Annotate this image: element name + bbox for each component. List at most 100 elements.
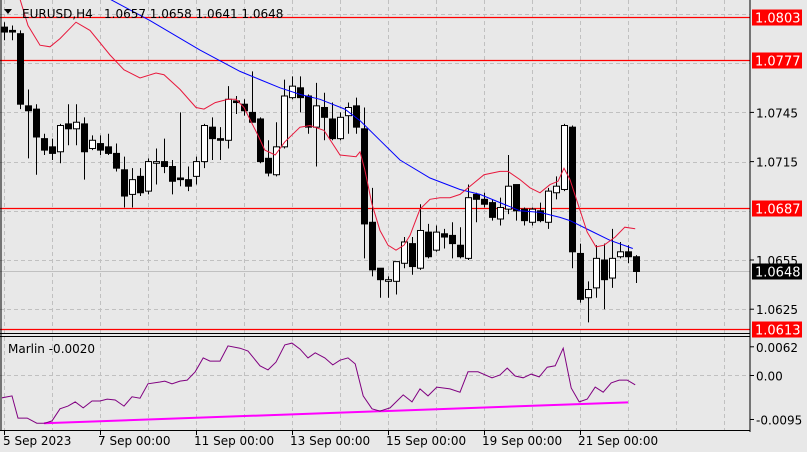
bear-candle <box>441 233 448 238</box>
bear-candle <box>17 33 24 105</box>
bear-candle <box>209 126 216 140</box>
bear-candle <box>353 105 360 128</box>
horizontal-levels[interactable]: 1.0803 1.0777 1.0687 1.0613 <box>0 9 802 339</box>
bear-candle <box>161 161 168 168</box>
bear-candle <box>137 175 144 194</box>
bear-candle <box>377 267 384 281</box>
bull-candle <box>505 185 512 210</box>
bull-candle <box>417 229 424 269</box>
bull-candle <box>545 190 552 223</box>
bull-candle <box>225 98 232 141</box>
marlin-indicator <box>2 342 636 425</box>
bear-candle <box>329 118 336 140</box>
bear-candle <box>65 123 72 130</box>
level-price-label: 1.0777 <box>755 55 801 70</box>
bull-candle <box>57 125 64 153</box>
bear-candle <box>1 26 8 33</box>
ohlc-readout: 1.0657 1.0658 1.0641 1.0648 <box>104 7 283 21</box>
time-tick-label: 15 Sep 00:00 <box>386 434 466 448</box>
bear-candle <box>305 95 312 128</box>
bull-candle <box>73 121 80 130</box>
bear-candle <box>409 243 416 268</box>
bull-candle <box>145 161 152 192</box>
indicator-tick-label: 0.00 <box>756 370 783 384</box>
bull-candle <box>281 95 288 148</box>
bear-candle <box>321 106 328 118</box>
bear-candle <box>33 108 40 138</box>
time-tick-label: 11 Sep 00:00 <box>194 434 274 448</box>
bear-candle <box>297 87 304 99</box>
time-tick-label: 19 Sep 00:00 <box>482 434 562 448</box>
time-tick-label: 5 Sep 2023 <box>3 434 71 448</box>
marlin-line <box>2 342 636 424</box>
time-tick-label: 21 Sep 00:00 <box>578 434 658 448</box>
time-tick-label: 13 Sep 00:00 <box>290 434 370 448</box>
current-price-label: 1.0648 <box>755 266 801 281</box>
moving-averages <box>19 0 636 251</box>
level-price-tag <box>752 9 802 26</box>
bear-candle <box>265 157 272 174</box>
bull-candle <box>617 251 624 258</box>
bear-candle <box>249 111 256 123</box>
bear-candle <box>113 152 120 169</box>
indicator-tick-label: -0.0095 <box>756 413 802 427</box>
bear-candle <box>81 123 88 153</box>
bear-candle <box>177 177 184 181</box>
level-price-tag <box>752 200 802 217</box>
bear-candle <box>521 208 528 222</box>
bull-candle <box>337 116 344 140</box>
bull-candle <box>585 289 592 299</box>
price-tick-label: 1.0715 <box>756 156 798 170</box>
bull-candle <box>89 139 96 149</box>
bull-candle <box>129 179 136 195</box>
time-tick-label: 7 Sep 00:00 <box>98 434 170 448</box>
bear-candle <box>601 259 608 281</box>
bear-candle <box>489 202 496 218</box>
bear-candle <box>481 198 488 205</box>
level-price-tag <box>752 52 802 69</box>
bull-candle <box>593 257 600 289</box>
level-price-tag <box>752 321 802 338</box>
indicator-label: Marlin -0.0020 <box>8 342 95 356</box>
fast-moving-average-line <box>19 0 636 251</box>
price-tick-label: 1.0745 <box>756 106 798 120</box>
bear-candle <box>625 251 632 258</box>
price-tick-label: 1.0625 <box>756 303 798 317</box>
bull-candle <box>553 185 560 194</box>
current-price-tag <box>752 263 802 280</box>
bear-candle <box>569 126 576 253</box>
bear-candle <box>233 100 240 104</box>
bear-candle <box>425 231 432 258</box>
bear-candle <box>25 105 32 112</box>
bear-candle <box>9 29 16 33</box>
level-price-label: 1.0613 <box>755 324 801 339</box>
bull-candle <box>401 241 408 264</box>
bear-candle <box>473 193 480 200</box>
bear-candle <box>185 179 192 187</box>
bear-candle <box>537 210 544 222</box>
dropdown-triangle-icon[interactable] <box>4 9 12 14</box>
bear-candle <box>633 256 640 272</box>
indicator-trendline[interactable] <box>43 401 629 425</box>
bull-candle <box>609 257 616 279</box>
bull-candle <box>385 279 392 282</box>
time-axis: 5 Sep 2023 7 Sep 00:00 11 Sep 00:00 13 Sep … <box>3 430 658 448</box>
bear-candle <box>97 143 104 151</box>
slow-moving-average-line <box>110 0 633 249</box>
bull-candle <box>153 161 160 164</box>
bear-candle <box>369 221 376 271</box>
bear-candle <box>513 184 520 212</box>
bull-candle <box>201 125 208 163</box>
bull-candle <box>393 261 400 282</box>
bull-candle <box>273 146 280 176</box>
bear-candle <box>121 169 128 197</box>
level-price-label: 1.0803 <box>755 12 801 27</box>
bull-candle <box>313 105 320 128</box>
bear-candle <box>449 234 456 245</box>
bull-candle <box>465 197 472 259</box>
symbol-header: EURUSD,H4 <box>22 7 93 21</box>
bear-candle <box>49 146 56 154</box>
bear-candle <box>577 252 584 300</box>
